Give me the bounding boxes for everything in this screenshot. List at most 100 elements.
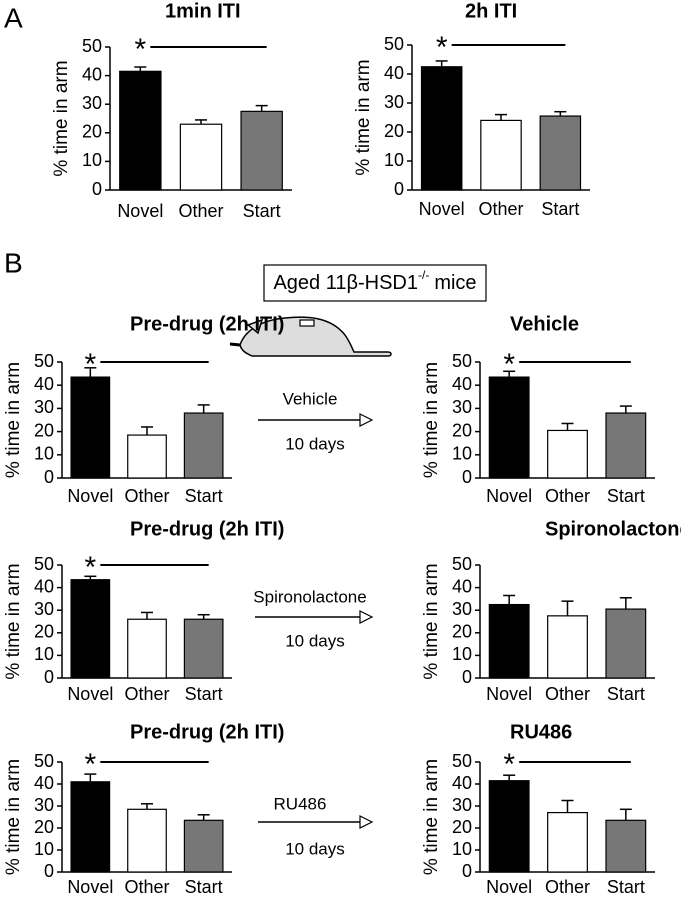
y-tick-label: 0 [394,179,404,199]
chart-title: Pre-drug (2h ITI) [130,313,284,335]
bar [547,429,588,479]
y-tick-label: 40 [452,374,472,394]
bar [605,608,647,679]
x-tick-label: Novel [67,877,113,897]
y-tick-label: 30 [452,599,472,619]
y-tick-label: 20 [82,122,102,142]
y-axis-label: % time in arm [51,60,72,176]
y-tick-label: 30 [34,397,54,417]
significance-star: * [503,348,515,381]
bar [127,808,167,873]
y-tick-label: 20 [452,420,472,440]
x-tick-label: Start [185,877,223,897]
x-tick-label: Novel [486,877,532,897]
bar [488,603,530,679]
x-tick-label: Novel [117,201,163,221]
arrow-sublabel: 10 days [285,839,345,858]
arrow-head [359,413,374,427]
chart-title: 1min ITI [165,0,241,22]
bar [488,376,530,479]
bar [420,66,463,191]
x-tick-label: Other [545,877,590,897]
x-tick-label: Other [124,684,169,704]
y-axis-label: % time in arm [3,563,24,679]
y-tick-label: 40 [384,63,404,83]
y-tick-label: 50 [384,34,404,54]
x-tick-label: Novel [486,684,532,704]
bar [605,819,647,873]
arrow-sublabel: 10 days [285,434,345,453]
x-tick-label: Start [607,684,645,704]
y-tick-label: 20 [384,121,404,141]
y-tick-label: 40 [34,773,54,793]
y-tick-label: 0 [44,467,54,487]
arrow-sublabel: 10 days [285,631,345,650]
x-tick-label: Start [541,199,579,219]
bar [488,780,530,873]
y-tick-label: 0 [462,861,472,881]
arrow-label: RU486 [274,794,327,813]
bar [240,110,283,191]
x-tick-label: Other [545,684,590,704]
y-tick-label: 30 [34,795,54,815]
y-tick-label: 50 [452,751,472,771]
bar [70,376,111,479]
chart-title: Pre-drug (2h ITI) [130,721,284,743]
y-tick-label: 50 [34,554,54,574]
x-tick-label: Other [124,486,169,506]
y-tick-label: 30 [82,93,102,113]
y-tick-label: 0 [462,667,472,687]
significance-star: * [503,748,515,781]
arrow-head [359,815,374,829]
x-tick-label: Start [185,684,223,704]
y-axis-label: % time in arm [3,362,24,478]
x-tick-label: Start [243,201,281,221]
x-tick-label: Other [545,486,590,506]
bar [119,70,162,191]
box-title-rest: mice [434,272,476,294]
significance-star: * [84,551,96,584]
y-tick-label: 10 [34,644,54,664]
bar [547,615,588,679]
x-tick-label: Novel [67,486,113,506]
significance-star: * [134,33,146,66]
y-tick-label: 0 [92,179,102,199]
y-tick-label: 10 [82,150,102,170]
y-tick-label: 10 [452,839,472,859]
y-tick-label: 0 [44,861,54,881]
chart-title: Vehicle [510,313,579,335]
y-tick-label: 50 [452,554,472,574]
y-tick-label: 20 [452,622,472,642]
y-tick-label: 10 [34,444,54,464]
bar [179,123,223,191]
significance-star: * [436,31,448,64]
x-tick-label: Novel [419,199,465,219]
arrow-label: Spironolactone [253,587,366,606]
mouse-icon [229,316,392,357]
y-tick-label: 10 [452,644,472,664]
y-tick-label: 30 [452,795,472,815]
y-tick-label: 40 [82,64,102,84]
y-axis-label: % time in arm [3,759,24,875]
chart-title: RU486 [510,721,572,743]
chart-title: Spironolactone [545,518,681,540]
y-tick-label: 50 [34,351,54,371]
bar [539,115,582,191]
x-tick-label: Start [607,877,645,897]
y-tick-label: 10 [384,150,404,170]
y-tick-label: 50 [452,351,472,371]
y-tick-label: 30 [34,599,54,619]
y-tick-label: 50 [34,751,54,771]
box-title-main: Aged 11β-HSD1 [273,272,418,294]
y-tick-label: 20 [452,817,472,837]
x-tick-label: Novel [486,486,532,506]
y-axis-label: % time in arm [421,563,442,679]
y-tick-label: 40 [452,773,472,793]
significance-star: * [84,748,96,781]
y-tick-label: 10 [452,444,472,464]
x-tick-label: Other [478,199,523,219]
arrow-label: Vehicle [283,389,338,408]
significance-star: * [84,348,96,381]
x-tick-label: Novel [67,684,113,704]
y-tick-label: 20 [34,817,54,837]
